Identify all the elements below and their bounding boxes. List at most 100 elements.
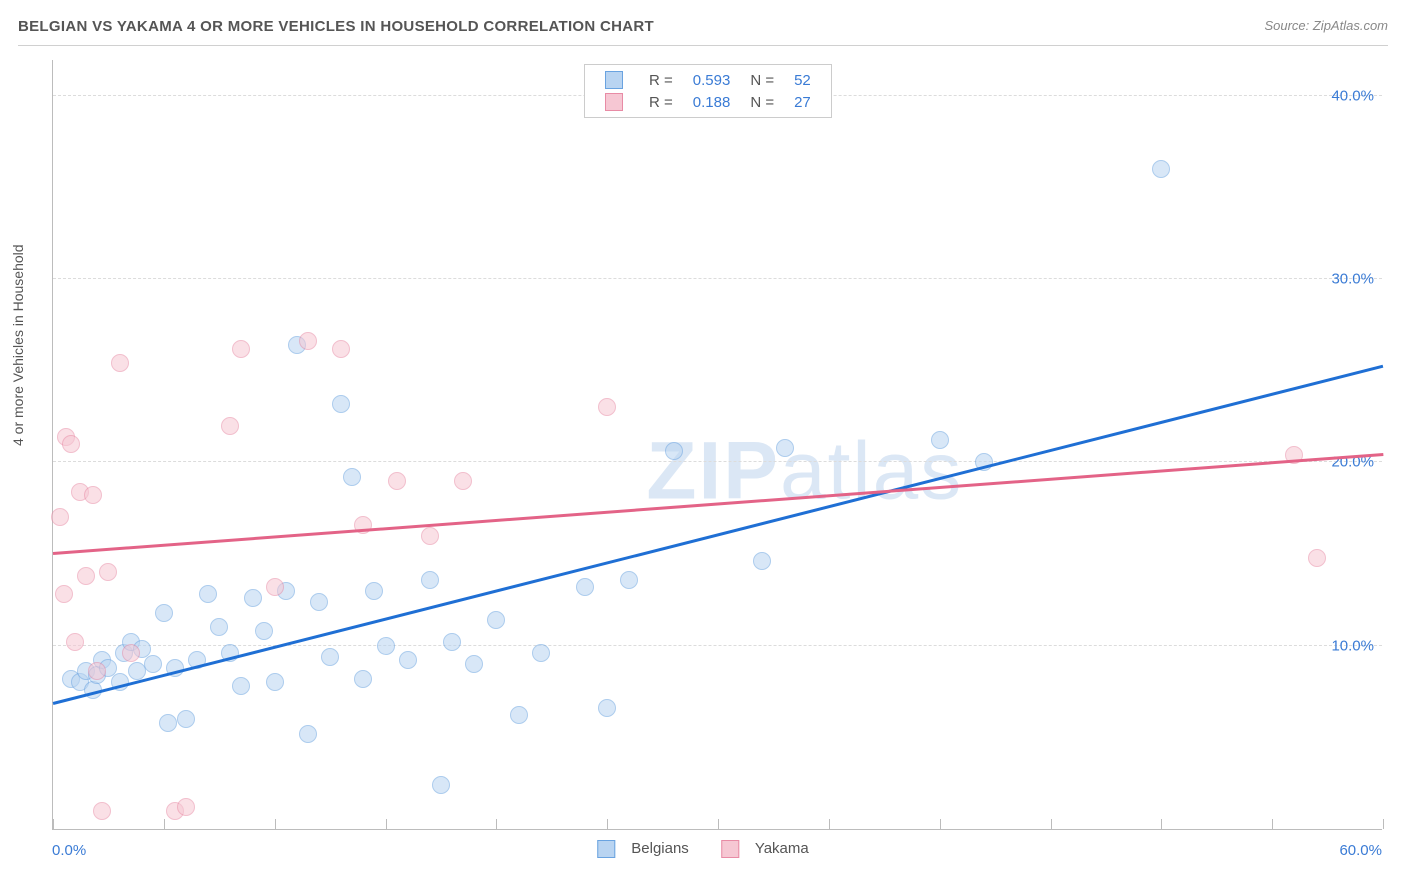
n-label: N = — [750, 94, 774, 111]
data-point — [421, 527, 439, 545]
data-point — [111, 354, 129, 372]
data-point — [77, 567, 95, 585]
data-point — [399, 651, 417, 669]
data-point — [310, 593, 328, 611]
trend-line — [53, 365, 1384, 705]
series-legend: Belgians Yakama — [581, 840, 824, 858]
data-point — [487, 611, 505, 629]
data-point — [377, 637, 395, 655]
legend-item: Belgians — [589, 840, 697, 857]
data-point — [266, 673, 284, 691]
legend-label: Belgians — [631, 840, 689, 857]
x-tick — [940, 819, 941, 829]
data-point — [122, 644, 140, 662]
data-point — [532, 644, 550, 662]
data-point — [753, 552, 771, 570]
data-point — [432, 776, 450, 794]
data-point — [365, 582, 383, 600]
data-point — [388, 472, 406, 490]
n-value: 27 — [794, 94, 811, 111]
correlation-legend: R = 0.593 N = 52 R = 0.188 N = 27 — [584, 64, 832, 118]
x-tick — [164, 819, 165, 829]
x-tick — [607, 819, 608, 829]
x-tick — [1051, 819, 1052, 829]
n-label: N = — [750, 72, 774, 89]
data-point — [299, 725, 317, 743]
x-tick — [829, 819, 830, 829]
data-point — [51, 508, 69, 526]
data-point — [62, 435, 80, 453]
data-point — [343, 468, 361, 486]
data-point — [1308, 549, 1326, 567]
y-tick-label: 40.0% — [1331, 87, 1374, 104]
gridline-h — [53, 461, 1382, 462]
data-point — [210, 618, 228, 636]
data-point — [332, 340, 350, 358]
data-point — [244, 589, 262, 607]
x-tick — [1161, 819, 1162, 829]
x-tick — [718, 819, 719, 829]
chart-title: BELGIAN VS YAKAMA 4 OR MORE VEHICLES IN … — [18, 18, 654, 35]
r-value: 0.188 — [693, 94, 731, 111]
x-tick-label: 0.0% — [52, 842, 86, 859]
x-tick — [386, 819, 387, 829]
data-point — [665, 442, 683, 460]
r-label: R = — [649, 94, 673, 111]
data-point — [931, 431, 949, 449]
r-value: 0.593 — [693, 72, 731, 89]
data-point — [266, 578, 284, 596]
x-tick-label: 60.0% — [1339, 842, 1382, 859]
data-point — [332, 395, 350, 413]
legend-swatch — [605, 93, 623, 111]
x-tick — [275, 819, 276, 829]
r-label: R = — [649, 72, 673, 89]
legend-swatch — [597, 840, 615, 858]
data-point — [776, 439, 794, 457]
gridline-h — [53, 278, 1382, 279]
data-point — [454, 472, 472, 490]
data-point — [177, 798, 195, 816]
data-point — [421, 571, 439, 589]
data-point — [465, 655, 483, 673]
data-point — [84, 486, 102, 504]
data-point — [159, 714, 177, 732]
data-point — [221, 417, 239, 435]
n-value: 52 — [794, 72, 811, 89]
source-attribution: Source: ZipAtlas.com — [1264, 18, 1388, 33]
x-tick — [53, 819, 54, 829]
data-point — [93, 802, 111, 820]
data-point — [299, 332, 317, 350]
data-point — [443, 633, 461, 651]
legend-swatch — [721, 840, 739, 858]
gridline-h — [53, 645, 1382, 646]
data-point — [598, 699, 616, 717]
trend-line — [53, 453, 1383, 554]
plot-area: ZIPatlas 10.0%20.0%30.0%40.0% — [52, 60, 1382, 830]
data-point — [354, 670, 372, 688]
data-point — [232, 340, 250, 358]
data-point — [321, 648, 339, 666]
y-axis-label: 4 or more Vehicles in Household — [10, 244, 26, 446]
data-point — [88, 662, 106, 680]
data-point — [99, 563, 117, 581]
data-point — [576, 578, 594, 596]
y-tick-label: 10.0% — [1331, 637, 1374, 654]
data-point — [144, 655, 162, 673]
x-tick — [1272, 819, 1273, 829]
legend-item: Yakama — [713, 840, 817, 857]
data-point — [66, 633, 84, 651]
title-bar: BELGIAN VS YAKAMA 4 OR MORE VEHICLES IN … — [18, 18, 1388, 46]
data-point — [155, 604, 173, 622]
legend-swatch — [605, 71, 623, 89]
data-point — [55, 585, 73, 603]
legend-label: Yakama — [755, 840, 809, 857]
data-point — [620, 571, 638, 589]
data-point — [598, 398, 616, 416]
data-point — [510, 706, 528, 724]
data-point — [255, 622, 273, 640]
y-tick-label: 30.0% — [1331, 271, 1374, 288]
data-point — [199, 585, 217, 603]
data-point — [177, 710, 195, 728]
x-tick — [1383, 819, 1384, 829]
x-tick — [496, 819, 497, 829]
